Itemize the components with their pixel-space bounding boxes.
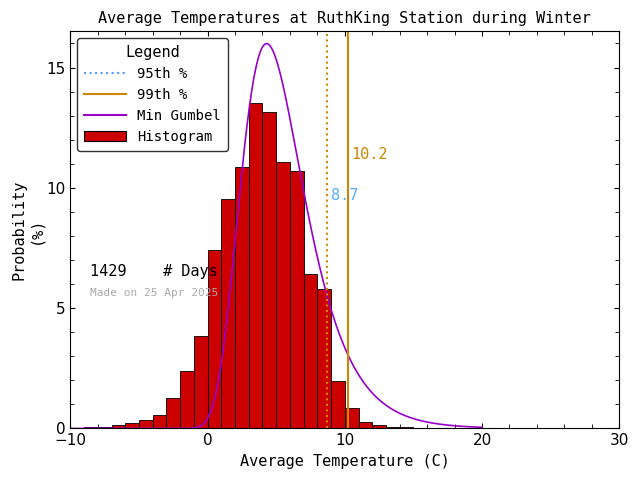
Bar: [235, 168, 249, 429]
Bar: [331, 381, 345, 429]
Bar: [98, 427, 111, 429]
Bar: [249, 103, 262, 429]
Bar: [372, 425, 386, 429]
Bar: [290, 171, 303, 429]
Bar: [276, 162, 290, 429]
Bar: [139, 420, 153, 429]
Bar: [317, 288, 331, 429]
Legend: 95th %, 99th %, Min Gumbel, Histogram: 95th %, 99th %, Min Gumbel, Histogram: [77, 38, 228, 151]
Bar: [386, 427, 400, 429]
Bar: [400, 427, 413, 429]
Text: Made on 25 Apr 2025: Made on 25 Apr 2025: [90, 288, 218, 298]
Bar: [125, 423, 139, 429]
Y-axis label: Probability
(%): Probability (%): [11, 180, 44, 280]
Title: Average Temperatures at RuthKing Station during Winter: Average Temperatures at RuthKing Station…: [99, 11, 591, 26]
Text: 8.7: 8.7: [331, 188, 358, 203]
Bar: [84, 427, 98, 429]
Text: 10.2: 10.2: [351, 147, 388, 162]
Bar: [262, 112, 276, 429]
Bar: [166, 398, 180, 429]
Bar: [153, 415, 166, 429]
Text: 1429    # Days: 1429 # Days: [90, 264, 218, 279]
Bar: [358, 422, 372, 429]
Bar: [303, 274, 317, 429]
Bar: [345, 408, 358, 429]
Bar: [111, 425, 125, 429]
Bar: [180, 371, 194, 429]
X-axis label: Average Temperature (C): Average Temperature (C): [240, 454, 450, 469]
Bar: [207, 250, 221, 429]
Bar: [221, 199, 235, 429]
Bar: [194, 336, 207, 429]
